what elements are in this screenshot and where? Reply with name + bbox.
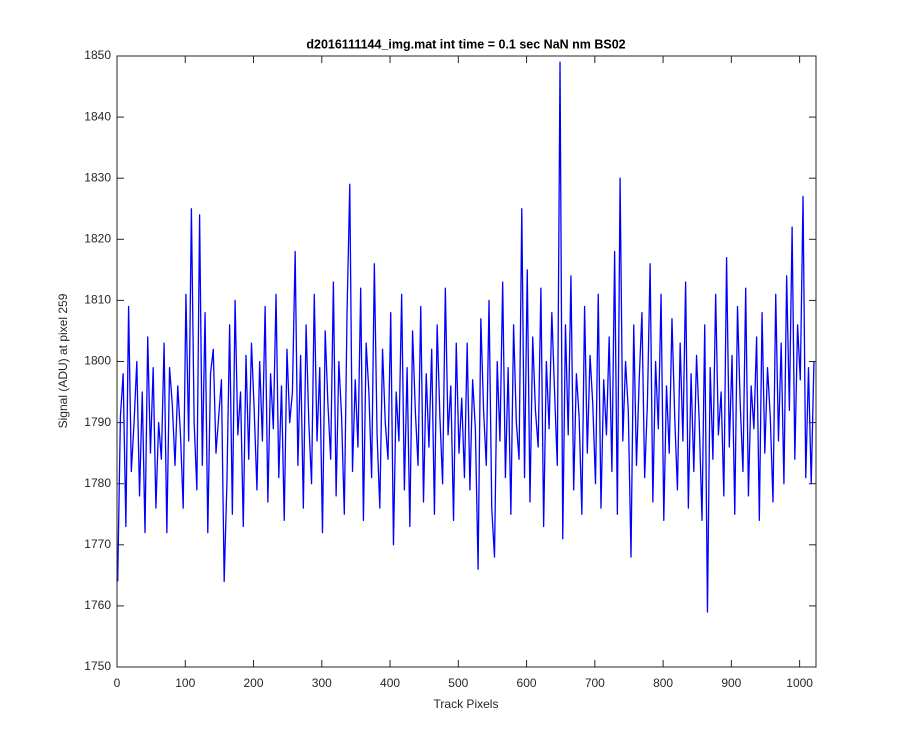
x-tick-label: 0 — [114, 676, 121, 690]
y-tick-label: 1800 — [84, 354, 111, 368]
x-tick-label: 1000 — [786, 676, 813, 690]
y-tick-label: 1780 — [84, 476, 111, 490]
x-tick-label: 800 — [653, 676, 673, 690]
x-tick-label: 700 — [585, 676, 605, 690]
data-line — [117, 61, 815, 613]
y-tick-label: 1750 — [84, 659, 111, 673]
x-tick-label: 500 — [448, 676, 468, 690]
x-axis-label: Track Pixels — [434, 697, 499, 711]
y-axis-label: Signal (ADU) at pixel 259 — [56, 293, 70, 428]
y-tick-label: 1820 — [84, 231, 111, 245]
chart-title: d2016111144_img.mat int time = 0.1 sec N… — [306, 37, 625, 51]
y-tick-label: 1840 — [84, 109, 111, 123]
x-tick-label: 300 — [312, 676, 332, 690]
y-tick-label: 1830 — [84, 170, 111, 184]
x-tick-label: 200 — [244, 676, 264, 690]
axes-box — [116, 55, 817, 668]
y-tick-label: 1810 — [84, 293, 111, 307]
y-tick-label: 1770 — [84, 537, 111, 551]
x-tick-label: 100 — [175, 676, 195, 690]
y-tick-label: 1790 — [84, 415, 111, 429]
x-tick-label: 900 — [721, 676, 741, 690]
y-tick-label: 1850 — [84, 48, 111, 62]
y-tick-label: 1760 — [84, 598, 111, 612]
x-tick-label: 600 — [517, 676, 537, 690]
x-tick-label: 400 — [380, 676, 400, 690]
